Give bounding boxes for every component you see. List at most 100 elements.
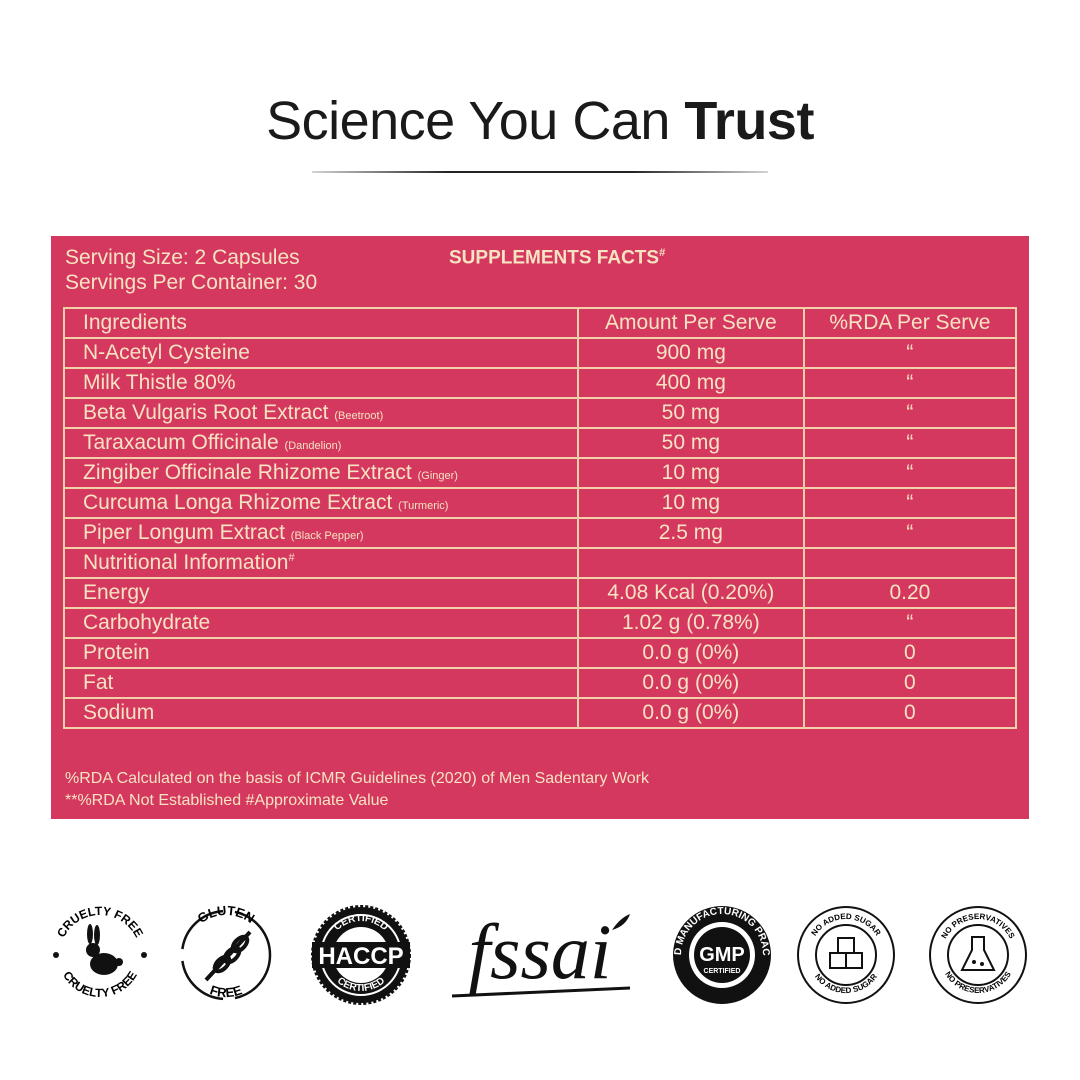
- amount-cell: 0.0 g (0%): [576, 667, 805, 699]
- amount-cell: 0.0 g (0%): [576, 697, 805, 729]
- table-row: N-Acetyl Cysteine 900 mg “: [63, 337, 1018, 369]
- ingredient-cell: Sodium: [63, 697, 579, 729]
- footnote: **%RDA Not Established #Approximate Valu…: [65, 792, 389, 809]
- ingredient-name: Energy: [83, 581, 150, 604]
- svg-text:CRUELTY FREE: CRUELTY FREE: [54, 904, 146, 940]
- table-row: Curcuma Longa Rhizome Extract (Turmeric)…: [63, 487, 1018, 519]
- header-cell: %RDA Per Serve: [802, 307, 1018, 339]
- rda-cell: “: [802, 517, 1018, 549]
- badge-text: GMP: [699, 944, 745, 966]
- title: Science You Can Trust: [0, 90, 1080, 152]
- ingredient-name: Curcuma Longa Rhizome Extract: [83, 491, 393, 514]
- facts-table: Ingredients Amount Per Serve %RDA Per Serv…: [63, 307, 1018, 729]
- table-row: Nutritional Information#: [63, 547, 1018, 579]
- table-row: Energy 4.08 Kcal (0.20%) 0.20: [63, 577, 1018, 609]
- ingredient-cell: Protein: [63, 637, 579, 669]
- svg-text:GLUTEN: GLUTEN: [195, 903, 257, 926]
- rda-cell: “: [802, 427, 1018, 459]
- amount-cell: 2.5 mg: [576, 517, 805, 549]
- facts-title: SUPPLEMENTS FACTS#: [449, 247, 665, 269]
- ingredient-cell: N-Acetyl Cysteine: [63, 337, 579, 369]
- ingredient-note: (Beetroot): [334, 410, 384, 422]
- ingredient-note: (Turmeric): [398, 500, 449, 512]
- rda-cell: [802, 547, 1018, 579]
- badge-text: CERTIFIED: [335, 975, 387, 994]
- rda-cell: 0.20: [802, 577, 1018, 609]
- title-rule: [312, 171, 768, 173]
- table-header-row: Ingredients Amount Per Serve %RDA Per Serv…: [63, 307, 1018, 339]
- footnote: %RDA Calculated on the basis of ICMR Gui…: [65, 770, 649, 787]
- ingredient-note: (Ginger): [417, 470, 458, 482]
- rda-cell: 0: [802, 667, 1018, 699]
- badge-text: FREE: [208, 982, 244, 1000]
- badge-fssai: fssai: [451, 908, 631, 998]
- ingredient-name: Beta Vulgaris Root Extract: [83, 401, 329, 424]
- badge-text: fssai: [468, 908, 611, 995]
- table-row: Fat 0.0 g (0%) 0: [63, 667, 1018, 699]
- serving-size: Serving Size: 2 Capsules: [65, 246, 300, 269]
- ingredient-cell: Energy: [63, 577, 579, 609]
- title-bold: Trust: [684, 91, 814, 151]
- ingredient-cell: Nutritional Information#: [63, 547, 579, 579]
- ingredient-cell: Piper Longum Extract (Black Pepper): [63, 517, 579, 549]
- rda-cell: “: [802, 487, 1018, 519]
- badge-gluten-free: GLUTEN FREE: [180, 903, 272, 1000]
- ingredient-note: (Dandelion): [284, 440, 342, 452]
- table-row: Taraxacum Officinale (Dandelion) 50 mg “: [63, 427, 1018, 459]
- ingredient-name: Fat: [83, 671, 114, 694]
- amount-cell: 10 mg: [576, 487, 805, 519]
- badge-text: CRUELTY FREE: [54, 904, 146, 940]
- table-row: Piper Longum Extract (Black Pepper) 2.5 m…: [63, 517, 1018, 549]
- ingredient-cell: Fat: [63, 667, 579, 699]
- title-text: Science You Can: [266, 91, 670, 151]
- facts-title-mark: #: [659, 247, 666, 259]
- amount-cell: 10 mg: [576, 457, 805, 489]
- ingredient-name: Taraxacum Officinale: [83, 431, 279, 454]
- header-cell: Ingredients: [63, 307, 579, 339]
- facts-panel: Serving Size: 2 Capsules Servings Per Co…: [51, 236, 1029, 819]
- ingredient-cell: Curcuma Longa Rhizome Extract (Turmeric): [63, 487, 579, 519]
- ingredient-cell: Zingiber Officinale Rhizome Extract (Gin…: [63, 457, 579, 489]
- ingredient-name: Protein: [83, 641, 150, 664]
- amount-cell: [576, 547, 805, 579]
- amount-cell: 0.0 g (0%): [576, 637, 805, 669]
- table-row: Carbohydrate 1.02 g (0.78%) “: [63, 607, 1018, 639]
- badge-text: GLUTEN: [195, 903, 257, 926]
- ingredient-name: Piper Longum Extract: [83, 521, 285, 544]
- table-row: Zingiber Officinale Rhizome Extract (Gin…: [63, 457, 1018, 489]
- badge-cruelty-free: CRUELTY FREE CRUELTY FREE: [53, 904, 147, 1000]
- rda-cell: “: [802, 337, 1018, 369]
- rda-cell: “: [802, 397, 1018, 429]
- ingredient-name: Milk Thistle 80%: [83, 371, 236, 394]
- table-row: Beta Vulgaris Root Extract (Beetroot) 50 …: [63, 397, 1018, 429]
- ingredient-name: Carbohydrate: [83, 611, 211, 634]
- amount-cell: 50 mg: [576, 397, 805, 429]
- ingredient-name: N-Acetyl Cysteine: [83, 341, 250, 364]
- rda-cell: 0: [802, 697, 1018, 729]
- ingredient-name: Zingiber Officinale Rhizome Extract: [83, 461, 412, 484]
- svg-text:FREE: FREE: [208, 982, 244, 1000]
- amount-cell: 900 mg: [576, 337, 805, 369]
- ingredient-mark: #: [288, 552, 295, 564]
- ingredient-cell: Carbohydrate: [63, 607, 579, 639]
- badge-text: HACCP: [318, 943, 403, 970]
- badge-no-preservatives: NO PRESERVATIVES NO PRESERVATIVES: [929, 906, 1027, 1004]
- facts-title-text: SUPPLEMENTS FACTS: [449, 247, 660, 269]
- rda-cell: 0: [802, 637, 1018, 669]
- badges: CRUELTY FREE CRUELTY FREE GLUTEN FREE CE…: [0, 880, 1027, 1005]
- ingredient-cell: Taraxacum Officinale (Dandelion): [63, 427, 579, 459]
- amount-cell: 1.02 g (0.78%): [576, 607, 805, 639]
- ingredient-cell: Milk Thistle 80%: [63, 367, 579, 399]
- badge-no-added-sugar: NO ADDED SUGAR NO ADDED SUGAR: [797, 906, 895, 1004]
- table-row: Milk Thistle 80% 400 mg “: [63, 367, 1018, 399]
- amount-cell: 400 mg: [576, 367, 805, 399]
- servings-per-container: Servings Per Container: 30: [65, 271, 318, 294]
- rda-cell: “: [802, 457, 1018, 489]
- svg-text:CERTIFIED: CERTIFIED: [335, 975, 387, 994]
- ingredient-cell: Beta Vulgaris Root Extract (Beetroot): [63, 397, 579, 429]
- rda-cell: “: [802, 367, 1018, 399]
- badge-text: CERTIFIED: [704, 968, 741, 975]
- rda-cell: “: [802, 607, 1018, 639]
- ingredient-name: Sodium: [83, 701, 155, 724]
